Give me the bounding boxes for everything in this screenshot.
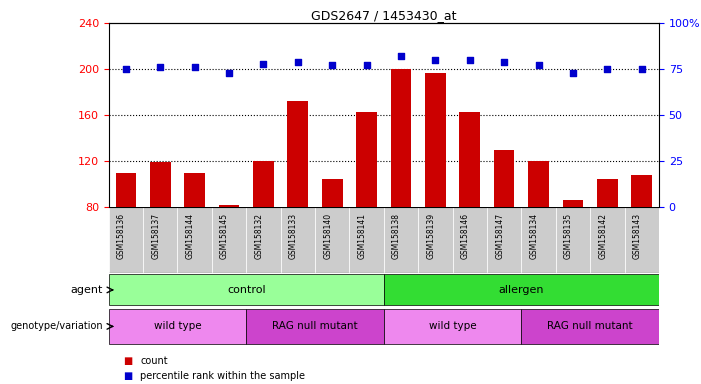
Text: GSM158134: GSM158134	[529, 213, 538, 259]
Text: agent: agent	[71, 285, 103, 295]
Text: GSM158133: GSM158133	[289, 213, 298, 259]
Text: GSM158136: GSM158136	[117, 213, 126, 259]
Bar	[253, 161, 274, 207]
Text: percentile rank within the sample: percentile rank within the sample	[140, 371, 305, 381]
Text: ■: ■	[123, 371, 132, 381]
Point	[430, 57, 441, 63]
Bar	[143, 207, 177, 273]
Point	[567, 70, 578, 76]
Text: GSM158143: GSM158143	[633, 213, 641, 259]
Bar	[597, 179, 618, 207]
Bar	[356, 112, 377, 207]
Bar	[109, 207, 143, 273]
Bar	[459, 112, 480, 207]
Point	[533, 62, 544, 68]
Point	[498, 59, 510, 65]
Bar	[109, 274, 384, 306]
Point	[155, 64, 166, 70]
Text: RAG null mutant: RAG null mutant	[272, 321, 358, 331]
Text: GSM158141: GSM158141	[358, 213, 367, 258]
Bar	[219, 205, 239, 207]
Text: wild type: wild type	[154, 321, 201, 331]
Point	[189, 64, 200, 70]
Text: GSM158142: GSM158142	[599, 213, 607, 258]
Point	[327, 62, 338, 68]
Bar	[322, 179, 343, 207]
Text: GSM158147: GSM158147	[495, 213, 504, 259]
Bar	[384, 309, 522, 344]
Bar	[632, 175, 652, 207]
Bar	[453, 207, 487, 273]
Point	[395, 53, 407, 59]
Bar	[522, 207, 556, 273]
Text: allergen: allergen	[498, 285, 544, 295]
Bar	[418, 207, 453, 273]
Bar	[563, 200, 583, 207]
Bar	[177, 207, 212, 273]
Bar	[494, 150, 515, 207]
Point	[224, 70, 235, 76]
Text: GSM158137: GSM158137	[151, 213, 161, 259]
Point	[258, 61, 269, 67]
Bar	[349, 207, 384, 273]
Bar	[556, 207, 590, 273]
Bar	[529, 161, 549, 207]
Text: GSM158145: GSM158145	[220, 213, 229, 259]
Bar	[315, 207, 349, 273]
Point	[292, 59, 304, 65]
Title: GDS2647 / 1453430_at: GDS2647 / 1453430_at	[311, 9, 456, 22]
Bar	[487, 207, 522, 273]
Text: GSM158135: GSM158135	[564, 213, 573, 259]
Text: GSM158138: GSM158138	[392, 213, 401, 258]
Bar	[384, 274, 659, 306]
Bar	[116, 173, 136, 207]
Point	[121, 66, 132, 72]
Bar	[212, 207, 246, 273]
Point	[636, 66, 647, 72]
Bar	[384, 207, 418, 273]
Bar	[590, 207, 625, 273]
Point	[601, 66, 613, 72]
Text: count: count	[140, 356, 168, 366]
Text: control: control	[227, 285, 266, 295]
Bar	[625, 207, 659, 273]
Text: genotype/variation: genotype/variation	[11, 321, 103, 331]
Text: GSM158132: GSM158132	[254, 213, 264, 258]
Bar	[287, 101, 308, 207]
Point	[361, 62, 372, 68]
Bar	[280, 207, 315, 273]
Text: RAG null mutant: RAG null mutant	[547, 321, 633, 331]
Bar	[522, 309, 659, 344]
Bar	[425, 73, 446, 207]
Text: GSM158140: GSM158140	[323, 213, 332, 259]
Bar	[109, 309, 246, 344]
Text: GSM158139: GSM158139	[426, 213, 435, 259]
Point	[464, 57, 475, 63]
Bar	[246, 207, 280, 273]
Bar	[150, 162, 170, 207]
Bar	[390, 69, 411, 207]
Text: GSM158146: GSM158146	[461, 213, 470, 259]
Text: wild type: wild type	[429, 321, 477, 331]
Bar	[246, 309, 384, 344]
Text: ■: ■	[123, 356, 132, 366]
Bar	[184, 173, 205, 207]
Text: GSM158144: GSM158144	[186, 213, 195, 259]
